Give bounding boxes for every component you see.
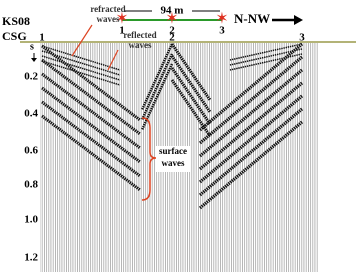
wave-band <box>198 81 304 171</box>
time-tick-label: 0.6 <box>24 145 38 157</box>
wave-band <box>198 68 304 158</box>
gather-label: CSG <box>2 29 27 43</box>
time-tick-label: 0.2 <box>24 71 38 83</box>
source-star: ✶ <box>215 11 228 28</box>
line-label: KS08 <box>2 14 30 28</box>
annotation: surface <box>159 146 187 156</box>
wave-band <box>198 42 304 132</box>
wave-band <box>170 43 212 101</box>
wave-band <box>140 43 174 111</box>
wave-band <box>41 72 141 150</box>
wave-band <box>41 114 141 192</box>
annotation-arrow <box>107 49 119 71</box>
wave-band <box>170 55 212 113</box>
time-tick-label: 0.8 <box>24 179 38 191</box>
time-tick-label: 1.2 <box>24 252 38 264</box>
trace-label: 1 <box>39 32 45 44</box>
wave-band <box>41 60 121 86</box>
direction: N-NW <box>234 11 270 26</box>
annotation: waves <box>97 14 120 24</box>
wave-band <box>41 55 121 81</box>
wave-band <box>41 44 141 122</box>
source-star: ✶ <box>115 11 128 28</box>
label-box <box>156 146 190 172</box>
direction-arrow-head <box>294 15 303 25</box>
distance: 94 m <box>161 5 184 17</box>
source-label: 3 <box>219 25 225 37</box>
wave-band <box>41 100 141 178</box>
annotation: waves <box>129 40 152 50</box>
wave-band <box>198 94 304 184</box>
time-arrow-head <box>31 58 37 62</box>
wave-band <box>140 53 174 121</box>
wave-band <box>198 120 304 210</box>
wave-band <box>41 45 121 71</box>
wave-band <box>41 50 121 76</box>
wave-band <box>41 86 141 164</box>
wave-band <box>170 67 212 125</box>
time-tick-label: 0.4 <box>24 108 38 120</box>
trace-label: 2 <box>169 32 175 44</box>
wave-band <box>198 107 304 197</box>
annotation: waves <box>162 158 185 168</box>
annotation: refracted <box>90 4 125 14</box>
source-star: ✶ <box>165 11 178 28</box>
annotation-arrow <box>71 24 93 57</box>
wave-band <box>41 58 141 136</box>
wave-band <box>198 55 304 145</box>
source-label: 1 <box>119 25 125 37</box>
time-tick-label: 1.0 <box>24 214 38 226</box>
wave-band <box>229 48 303 66</box>
annotation: reflected <box>123 30 156 40</box>
wave-band <box>229 53 303 71</box>
source-label: 2 <box>169 25 175 37</box>
wave-band <box>229 43 303 61</box>
trace-label: 3 <box>299 32 305 44</box>
time-unit: s <box>30 41 34 52</box>
